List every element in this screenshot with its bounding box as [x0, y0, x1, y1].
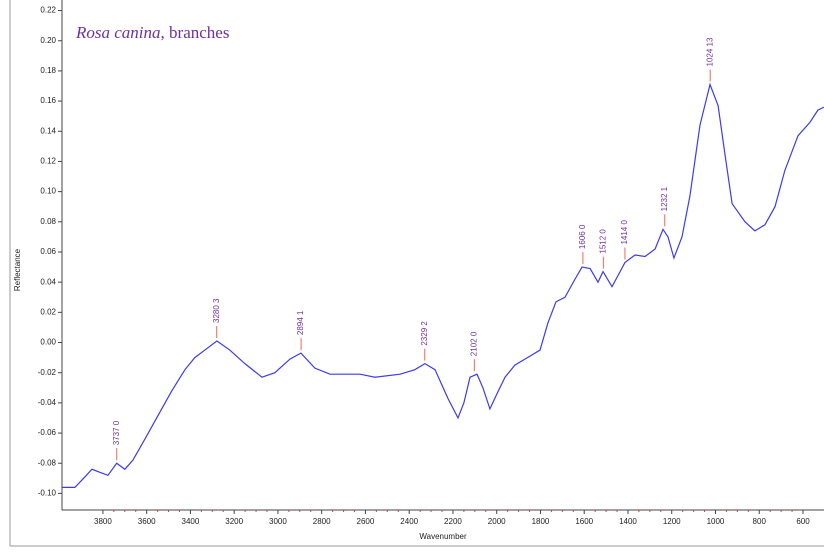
y-tick-label: 0.10: [40, 187, 56, 196]
title-species: Rosa canina: [75, 23, 161, 42]
x-axis-label: Wavenumber: [419, 532, 467, 541]
title-rest: , branches: [161, 23, 230, 42]
y-tick-label: -0.04: [38, 398, 57, 407]
y-tick-label: 0.04: [40, 277, 56, 286]
x-tick-label: 600: [796, 517, 810, 526]
y-tick-label: 0.02: [40, 307, 56, 316]
x-tick-label: 1400: [619, 517, 637, 526]
x-tick-label: 2000: [488, 517, 506, 526]
x-tick-label: 2600: [357, 517, 375, 526]
y-tick-label: 0.08: [40, 217, 56, 226]
peak-label: 2894 1: [296, 310, 305, 335]
peak-label: 3737 0: [112, 420, 121, 445]
peak-label: 3280 3: [212, 298, 221, 323]
x-tick-label: 1000: [707, 517, 725, 526]
y-tick-label: -0.06: [38, 428, 57, 437]
y-tick-label: 0.20: [40, 36, 56, 45]
y-tick-label: 0.22: [40, 6, 56, 15]
chart-title: Rosa canina, branches: [75, 23, 229, 42]
x-tick-label: 2200: [444, 517, 462, 526]
y-tick-label: -0.10: [38, 489, 57, 498]
peak-label: 2102 0: [470, 331, 479, 356]
x-tick-label: 1200: [663, 517, 681, 526]
y-tick-label: -0.02: [38, 368, 57, 377]
x-tick-label: 800: [753, 517, 767, 526]
y-tick-label: 0.06: [40, 247, 56, 256]
x-tick-label: 2400: [400, 517, 418, 526]
x-tick-label: 3400: [182, 517, 200, 526]
y-tick-label: 0.16: [40, 96, 56, 105]
peak-label: 1606 0: [578, 224, 587, 249]
x-tick-label: 3800: [94, 517, 112, 526]
spectrum-line: [62, 82, 824, 488]
peak-label: 1232 1: [660, 186, 669, 211]
x-tick-label: 3000: [269, 517, 287, 526]
x-tick-label: 2800: [313, 517, 331, 526]
y-tick-label: 0.12: [40, 157, 56, 166]
peak-label: 1512 0: [599, 229, 608, 254]
x-tick-label: 3600: [138, 517, 156, 526]
y-tick-label: 0.00: [40, 338, 56, 347]
x-tick-label: 1800: [532, 517, 550, 526]
y-tick-label: 0.18: [40, 66, 56, 75]
peak-label: 1024 13: [705, 37, 714, 66]
x-tick-label: 3200: [225, 517, 243, 526]
peak-label: 1414 0: [620, 220, 629, 245]
peak-label: 2329 2: [420, 321, 429, 346]
x-tick-label: 1600: [575, 517, 593, 526]
y-tick-label: -0.08: [38, 458, 57, 467]
y-tick-label: 0.14: [40, 126, 56, 135]
y-axis-label: Reflectance: [13, 248, 22, 291]
